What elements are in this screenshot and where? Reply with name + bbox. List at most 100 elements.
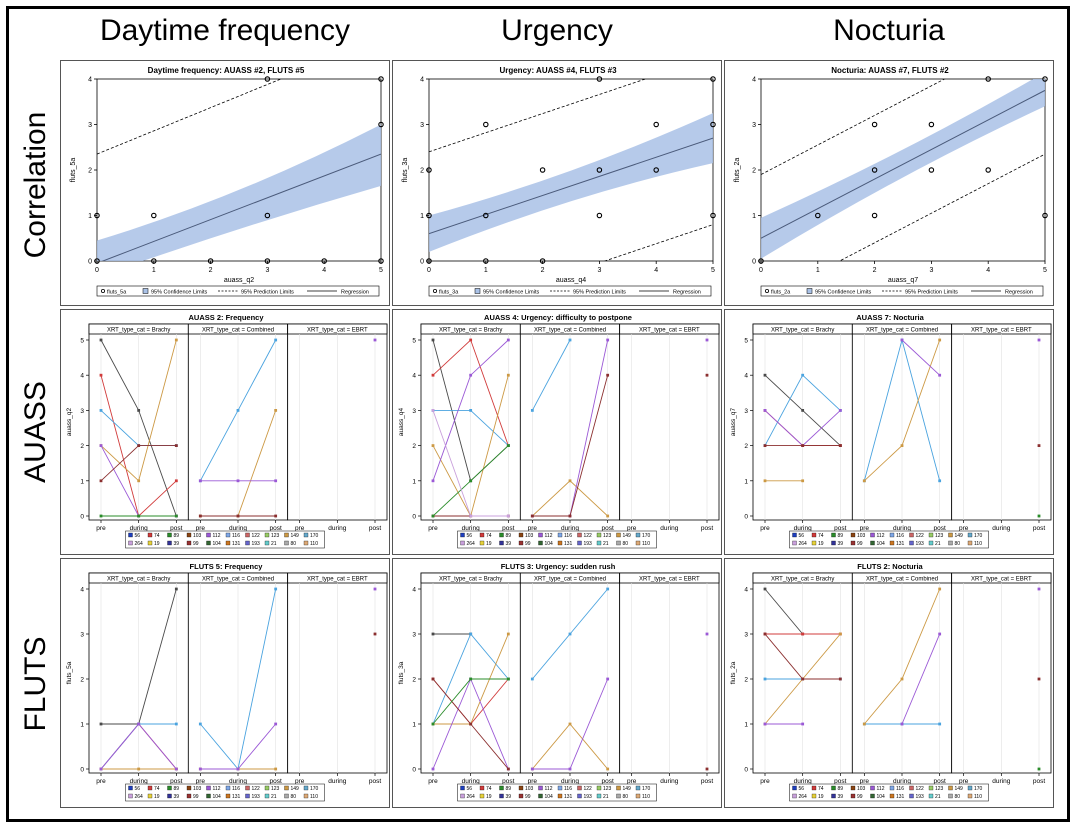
legend-label: 89 — [838, 533, 844, 539]
data-point — [710, 212, 716, 219]
legend-swatch — [538, 532, 543, 538]
legend-label: 104 — [877, 541, 886, 547]
data-point — [928, 167, 935, 173]
x-tick-label: pre — [627, 525, 637, 532]
series-marker — [801, 373, 805, 377]
x-tick-label: pre — [528, 778, 538, 785]
x-tick-label: during — [992, 525, 1010, 532]
legend-swatch — [538, 785, 543, 791]
legend-swatch — [870, 540, 875, 546]
y-tick-label: 3 — [80, 632, 84, 639]
legend-swatch — [928, 532, 934, 538]
data-point — [378, 121, 384, 128]
fluts-chart-nocturia: FLUTS 2: Nocturia XRT_type_cat = Brachy pr… — [724, 558, 1054, 808]
legend-label: 116 — [564, 786, 572, 792]
series-marker — [938, 722, 942, 726]
legend-label: 89 — [174, 533, 180, 539]
legend-label: 112 — [545, 533, 553, 539]
series-marker — [469, 632, 473, 636]
series-marker — [469, 722, 473, 726]
series-marker — [506, 767, 510, 771]
series-marker — [763, 722, 767, 726]
series-marker — [373, 338, 377, 342]
y-tick-label: 0 — [420, 259, 424, 266]
legend-marker-confidence — [142, 288, 149, 294]
legend-swatch — [831, 540, 836, 546]
series-marker — [506, 444, 510, 447]
data-point — [378, 76, 384, 82]
legend-label: 21 — [603, 541, 609, 547]
series-marker — [606, 373, 610, 377]
series-marker — [431, 767, 435, 771]
series-marker — [99, 444, 103, 447]
series-marker — [568, 338, 572, 342]
y-tick-label: 0 — [80, 514, 84, 521]
series-marker — [137, 409, 141, 412]
series-marker — [274, 409, 278, 412]
x-tick-label: during — [561, 778, 579, 785]
x-tick-label: pre — [528, 525, 538, 532]
x-tick-label: post — [369, 778, 381, 785]
x-tick-label: pre — [428, 525, 438, 532]
x-tick-label: during — [893, 525, 911, 532]
series-marker — [99, 479, 103, 483]
data-point — [653, 167, 659, 173]
legend-swatch — [635, 793, 641, 799]
legend-swatch — [225, 785, 231, 791]
x-tick-label: pre — [96, 778, 106, 785]
x-tick-label: post — [1033, 525, 1045, 532]
legend-label: 80 — [623, 541, 629, 547]
series-marker — [801, 444, 805, 447]
series-marker — [838, 677, 842, 681]
legend-swatch — [792, 532, 797, 538]
legend-box — [96, 285, 380, 297]
legend-label: 112 — [877, 786, 885, 792]
legend-label: 122 — [916, 533, 925, 539]
row-header-fluts: FLUTS — [19, 636, 52, 732]
legend-swatch — [635, 540, 641, 546]
series-marker — [431, 373, 435, 377]
series-marker — [198, 722, 202, 726]
series-marker — [99, 338, 103, 342]
series-marker — [506, 373, 510, 377]
legend-swatch — [811, 532, 817, 538]
x-tick-label: during — [893, 778, 911, 785]
x-tick-label: pre — [96, 525, 106, 532]
series-marker — [530, 409, 534, 412]
series-marker — [606, 677, 610, 681]
legend-swatch — [499, 532, 504, 538]
legend-label: 89 — [838, 786, 844, 792]
legend-swatch — [811, 540, 817, 546]
legend-label: 74 — [818, 533, 824, 539]
legend-label: 89 — [506, 786, 512, 792]
legend-swatch — [284, 793, 289, 799]
facet-label: XRT_type_cat = EBRT — [639, 577, 700, 583]
legend-swatch — [948, 540, 953, 546]
chart-title: FLUTS 5: Frequency — [190, 562, 264, 571]
series-marker — [705, 338, 709, 342]
legend-label: 104 — [213, 794, 222, 800]
x-tick-label: post — [502, 778, 514, 785]
prediction-limit-upper — [761, 79, 946, 175]
legend-swatch — [518, 532, 524, 538]
x-tick-label: during — [462, 778, 480, 785]
legend-swatch — [460, 793, 465, 799]
legend-label: 170 — [310, 533, 319, 539]
series-marker — [838, 632, 842, 636]
y-tick-label: 2 — [744, 443, 748, 450]
legend-label: 103 — [857, 533, 866, 539]
x-tick-label: 4 — [654, 267, 658, 274]
x-tick-label: pre — [295, 525, 305, 532]
y-tick-label: 4 — [420, 77, 424, 84]
series-marker — [274, 587, 278, 591]
y-tick-label: 3 — [412, 408, 416, 415]
x-axis-label: auass_q2 — [224, 277, 254, 284]
y-tick-label: 2 — [412, 443, 416, 450]
y-tick-label: 0 — [744, 514, 748, 521]
legend-swatch — [518, 540, 524, 546]
data-point — [871, 121, 878, 128]
data-point — [264, 76, 271, 82]
legend-swatch — [264, 532, 270, 538]
legend-label: 122 — [252, 533, 261, 539]
series-marker — [801, 409, 805, 412]
